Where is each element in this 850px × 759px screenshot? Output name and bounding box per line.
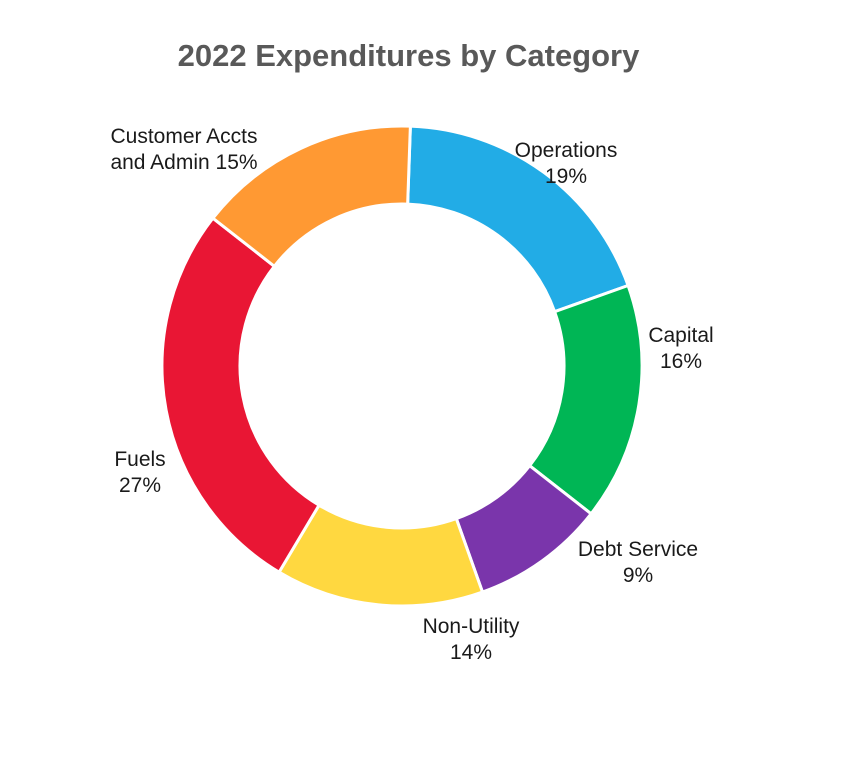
label-debt-service-line-2: 9% [623,564,653,587]
donut-slices [160,124,644,608]
label-customer-accts-admin-line-2: and Admin 15% [110,151,257,174]
slice-labels: Operations 19% Capital 16% Debt Service 9% Non… [110,125,713,664]
label-capital-line-2: 16% [660,350,702,373]
label-non-utility: Non-Utility 14% [423,615,520,664]
chart-title: 2022 Expenditures by Category [177,38,640,73]
label-non-utility-line-1: Non-Utility [423,615,520,638]
slice-customer-accts-admin [211,124,412,268]
label-debt-service: Debt Service 9% [578,538,698,587]
label-capital-line-1: Capital [648,324,713,347]
label-fuels-line-1: Fuels [114,448,165,471]
label-operations: Operations 19% [515,139,618,188]
label-fuels-line-2: 27% [119,474,161,497]
label-fuels: Fuels 27% [114,448,165,497]
label-capital: Capital 16% [648,324,713,373]
slice-fuels [160,216,321,574]
label-non-utility-line-2: 14% [450,641,492,664]
label-operations-line-2: 19% [545,165,587,188]
label-customer-accts-admin: Customer Accts and Admin 15% [110,125,257,174]
label-debt-service-line-1: Debt Service [578,538,698,561]
label-operations-line-1: Operations [515,139,618,162]
label-customer-accts-admin-line-1: Customer Accts [110,125,257,148]
